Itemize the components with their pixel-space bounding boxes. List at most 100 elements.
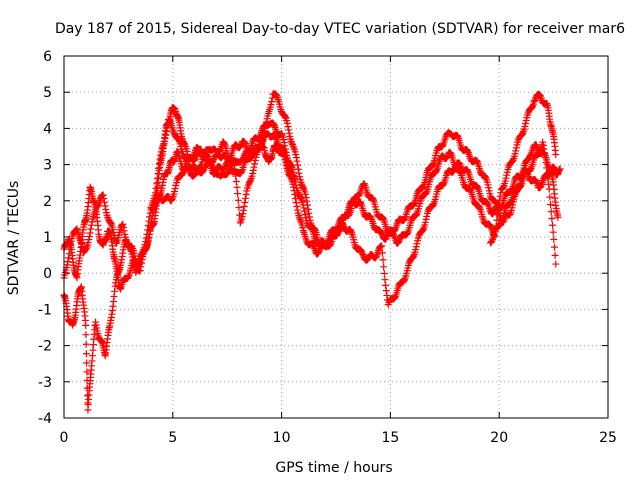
y-tick-label: 5 <box>43 85 52 101</box>
y-tick-label: -2 <box>38 339 52 355</box>
data-point-2-9-1 <box>119 224 127 232</box>
data-point-1-38-8 <box>270 120 278 128</box>
data-point-2-14-7 <box>156 155 164 163</box>
data-point-2-35-1 <box>289 142 297 150</box>
data-point-2-6-7 <box>104 213 112 221</box>
data-point-3-7-3 <box>195 146 203 154</box>
data-point-4-8-6 <box>543 164 551 172</box>
data-point-3-11-6 <box>223 154 231 162</box>
data-point-2-4 <box>86 229 94 237</box>
data-point-2-27 <box>236 219 244 227</box>
y-tick-label: 0 <box>43 266 52 282</box>
data-point-2-14-6 <box>155 160 163 168</box>
data-point-3-15-4 <box>248 153 256 161</box>
data-point-2-60-7 <box>456 168 464 176</box>
data-point-2-11 <box>132 268 140 276</box>
data-point-2-7-2 <box>107 220 115 228</box>
data-point-2-66-8 <box>496 192 504 200</box>
data-point-2-72-9 <box>536 91 544 99</box>
data-point-2-37-2 <box>303 197 311 205</box>
data-point-2-26-5 <box>233 183 241 191</box>
data-point-2-27-6 <box>240 202 248 210</box>
data-point-0-77-6 <box>532 177 540 185</box>
data-point-2-13 <box>145 217 153 225</box>
data-point-0-53-2 <box>372 252 380 260</box>
data-point-4-9-7 <box>550 235 558 243</box>
data-point-2-37-5 <box>305 209 313 217</box>
data-point-2-15-6 <box>162 131 170 139</box>
data-point-2-40-8 <box>326 241 334 249</box>
data-point-2-23-2 <box>211 168 219 176</box>
data-point-2-72-1 <box>531 97 539 105</box>
data-point-1-75-3 <box>508 204 516 212</box>
data-point-2-29-2 <box>251 160 259 168</box>
data-point-1-43 <box>297 195 305 203</box>
data-point-1-25-2 <box>181 141 189 149</box>
data-point-2-10-5 <box>129 253 137 261</box>
data-point-2-36-4 <box>298 180 306 188</box>
data-point-2-76 <box>552 150 560 158</box>
data-point-1-58-9 <box>401 214 409 222</box>
data-point-3-13-9 <box>238 167 246 175</box>
y-tick-label: 6 <box>43 49 52 65</box>
data-point-2-66-9 <box>497 189 505 197</box>
data-point-2-32-6 <box>273 92 281 100</box>
data-point-2-4-7 <box>91 209 99 217</box>
data-point-2-10-6 <box>129 256 137 264</box>
data-point-2-29-3 <box>251 156 259 164</box>
data-point-0-5-5 <box>83 368 91 376</box>
data-point-2-51-4 <box>396 236 404 244</box>
data-point-1-34-4 <box>241 139 249 147</box>
data-point-2-23-1 <box>211 169 219 177</box>
data-point-2-35-9 <box>294 165 302 173</box>
data-point-2-29 <box>249 166 257 174</box>
data-point-1-63-2 <box>429 161 437 169</box>
y-tick-label: -4 <box>38 411 52 427</box>
data-point-1-53-7 <box>367 214 375 222</box>
data-point-2-34-9 <box>288 139 296 147</box>
data-point-2-35-7 <box>293 157 301 165</box>
data-point-2-31-8 <box>268 98 276 106</box>
data-point-2-0-7 <box>65 254 73 262</box>
data-point-2-15 <box>158 145 166 153</box>
data-point-2-31 <box>262 118 270 126</box>
data-point-4-9-5 <box>549 221 557 229</box>
data-point-2-54 <box>413 210 421 218</box>
data-point-2-3-9 <box>85 232 93 240</box>
data-point-2-58-7 <box>443 153 451 161</box>
data-point-2-12-5 <box>142 238 150 246</box>
data-point-2-0-8 <box>65 250 73 258</box>
data-point-0-60-7 <box>421 218 429 226</box>
data-point-2-66-7 <box>495 196 503 204</box>
data-point-1-71-7 <box>485 184 493 192</box>
data-point-2-31-7 <box>267 101 275 109</box>
data-point-0-41-5 <box>296 215 304 223</box>
data-point-0-58-9 <box>410 252 418 260</box>
data-point-2-27-5 <box>240 206 248 214</box>
data-point-2-26-7 <box>234 196 242 204</box>
data-point-2-68-8 <box>509 156 517 164</box>
data-point-0-56 <box>391 294 399 302</box>
data-point-0-61-9 <box>429 201 437 209</box>
data-point-4-9-3 <box>547 208 555 216</box>
data-point-2-6-2 <box>100 198 108 206</box>
data-point-3-22 <box>291 176 299 184</box>
data-point-2-72-8 <box>535 91 543 99</box>
data-point-2-35-6 <box>292 154 300 162</box>
data-point-4-8-1 <box>539 141 547 149</box>
data-point-2-50-5 <box>390 231 398 239</box>
data-point-2-34-8 <box>287 137 295 145</box>
data-point-2-70-3 <box>519 129 527 137</box>
data-point-3-9-6 <box>210 156 218 164</box>
data-point-3-11-5 <box>222 152 230 160</box>
data-point-3-21-8 <box>289 172 297 180</box>
data-point-0-68-7 <box>474 184 482 192</box>
data-point-0-41 <box>293 203 301 211</box>
data-point-0-63-5 <box>440 180 448 188</box>
data-point-4-1-6 <box>497 220 505 228</box>
data-point-0-67-2 <box>464 167 472 175</box>
data-point-4-9-4 <box>548 215 556 223</box>
data-point-4-9-1 <box>546 193 554 201</box>
x-tick-label: 20 <box>490 430 508 446</box>
data-point-2-14-3 <box>153 175 161 183</box>
